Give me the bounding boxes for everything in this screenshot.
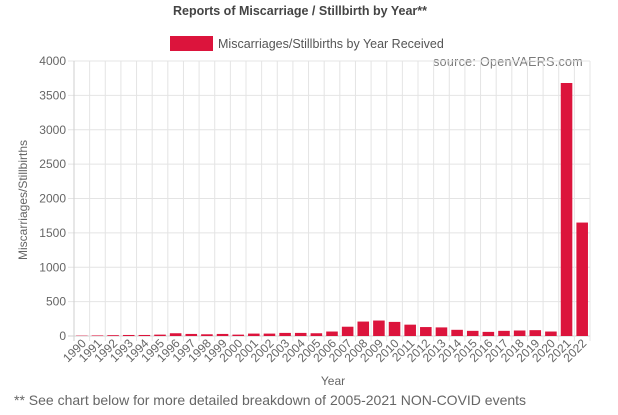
bar-2018[interactable]: [513, 330, 526, 337]
bar-2021[interactable]: [560, 83, 573, 336]
bar-1999[interactable]: [216, 333, 229, 336]
bar-2004[interactable]: [294, 332, 307, 336]
bar-1991[interactable]: [91, 335, 104, 336]
bar-1995[interactable]: [154, 334, 166, 336]
y-axis-label: Miscarriages/Stillbirths: [16, 140, 30, 260]
bar-2010[interactable]: [388, 321, 401, 336]
bars: [76, 83, 588, 336]
bar-2020[interactable]: [545, 331, 557, 336]
x-axis-ticks: 1990199119921993199419951996199719981999…: [60, 336, 589, 365]
bar-2005[interactable]: [310, 333, 323, 336]
bar-2009[interactable]: [373, 320, 385, 336]
x-axis-label: Year: [321, 374, 345, 388]
footnote: ** See chart below for more detailed bre…: [14, 392, 527, 408]
bar-1994[interactable]: [138, 334, 151, 336]
bar-2012[interactable]: [420, 327, 432, 336]
bar-2016[interactable]: [482, 331, 495, 336]
legend-swatch[interactable]: [170, 36, 213, 51]
bar-2008[interactable]: [357, 321, 370, 336]
y-axis-ticks: 0 500 1000 1500 2000 2500 3000 3500 4000: [39, 54, 66, 343]
y-tick-label: 1000: [39, 260, 66, 274]
bar-2014[interactable]: [451, 329, 463, 336]
y-tick-label: 1500: [39, 226, 66, 240]
bar-2001[interactable]: [248, 333, 260, 336]
bar-2017[interactable]: [498, 330, 510, 336]
bar-2013[interactable]: [435, 327, 448, 336]
y-tick-label: 2500: [39, 157, 66, 171]
bar-2011[interactable]: [404, 324, 416, 336]
bar-1997[interactable]: [185, 333, 198, 336]
chart-title: Reports of Miscarriage / Stillbirth by Y…: [173, 4, 427, 18]
bar-1992[interactable]: [107, 335, 119, 336]
bar-1996[interactable]: [169, 333, 182, 336]
bar-2015[interactable]: [466, 330, 479, 336]
legend-label[interactable]: Miscarriages/Stillbirths by Year Receive…: [218, 37, 444, 51]
y-tick-label: 500: [46, 295, 66, 309]
y-tick-label: 3500: [39, 88, 66, 102]
bar-2022[interactable]: [576, 222, 588, 336]
y-tick-label: 0: [59, 329, 66, 343]
bar-2000[interactable]: [232, 334, 244, 336]
bar-2007[interactable]: [341, 326, 354, 336]
y-tick-label: 3000: [39, 123, 66, 137]
bar-2019[interactable]: [529, 330, 542, 336]
gridlines: [68, 60, 591, 341]
bar-1993[interactable]: [122, 334, 135, 336]
bar-1998[interactable]: [201, 334, 213, 336]
bar-2002[interactable]: [263, 333, 276, 336]
y-tick-label: 4000: [39, 54, 66, 68]
source-annotation: source: OpenVAERS.com: [433, 55, 583, 69]
bar-2003[interactable]: [279, 332, 291, 336]
bar-2006[interactable]: [326, 331, 338, 336]
y-tick-label: 2000: [39, 192, 66, 206]
